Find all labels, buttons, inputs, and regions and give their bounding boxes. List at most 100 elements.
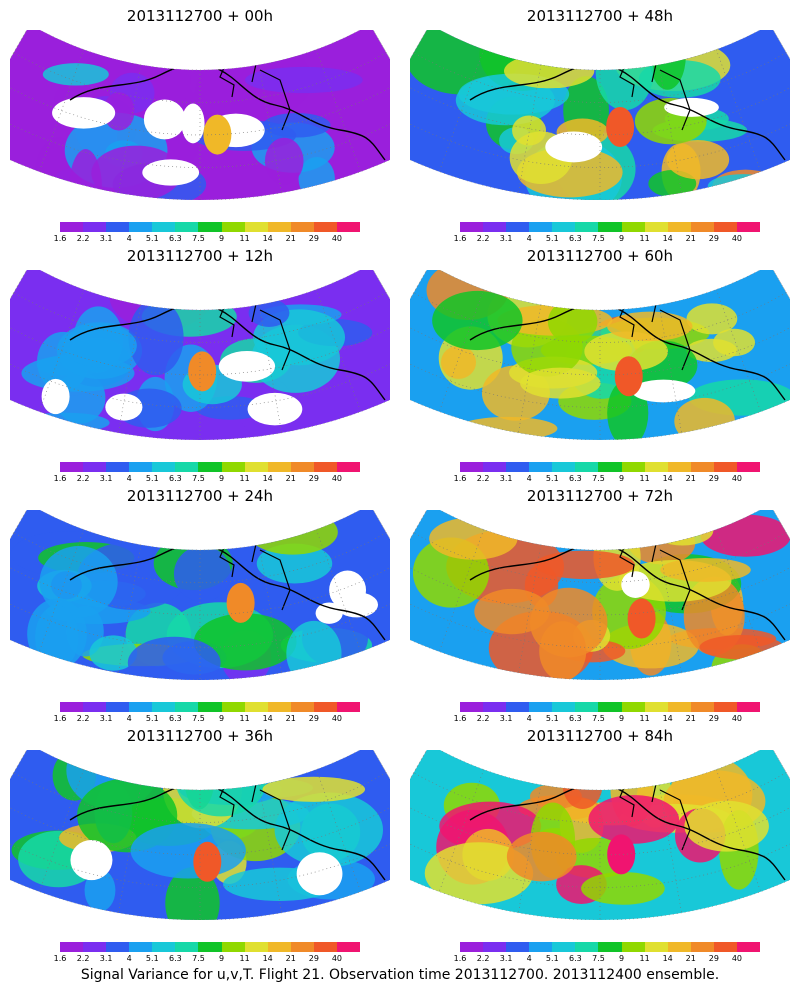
variance-blob xyxy=(595,33,654,111)
variance-map xyxy=(410,510,790,680)
variance-blob xyxy=(432,290,523,351)
colorbar-tick-label: 7.5 xyxy=(192,474,205,483)
colorbar-swatch xyxy=(506,222,530,232)
colorbar-tick-label: 4 xyxy=(126,954,132,963)
colorbar-swatch xyxy=(336,942,361,952)
no-data-area xyxy=(296,852,343,896)
meridian-line xyxy=(258,784,282,913)
colorbar-swatch xyxy=(460,942,484,952)
coastline xyxy=(469,782,786,881)
colorbar-swatch xyxy=(529,942,553,952)
colorbar-swatch xyxy=(221,942,245,952)
parallel-line xyxy=(410,843,790,888)
variance-blob xyxy=(248,299,290,327)
meridian-line xyxy=(658,304,682,433)
colorbar-swatch xyxy=(736,462,761,472)
meridian-line xyxy=(716,529,762,652)
meridian-line xyxy=(258,64,282,193)
meridian-line xyxy=(658,544,682,673)
meridian-line xyxy=(716,289,762,412)
variance-blob xyxy=(457,416,558,440)
variance-blob xyxy=(584,331,668,372)
no-data-area xyxy=(315,602,343,624)
no-data-area xyxy=(664,97,719,117)
variance-map xyxy=(10,30,390,200)
colorbar-tick-label: 2.2 xyxy=(76,954,90,963)
map-boundary xyxy=(410,510,790,680)
coastline xyxy=(469,62,786,161)
colorbar-swatch xyxy=(290,702,314,712)
meridian-line xyxy=(438,289,484,412)
meridian-line xyxy=(518,304,542,433)
variance-blob xyxy=(90,42,196,65)
colorbar-tick-label: 11 xyxy=(239,474,250,483)
colorbar-swatch xyxy=(713,942,737,952)
parallel-line xyxy=(10,603,390,648)
colorbar-swatch xyxy=(460,222,484,232)
meridian-line xyxy=(38,49,84,172)
colorbar-swatch xyxy=(713,222,737,232)
colorbar-swatch xyxy=(460,462,484,472)
colorbar: 1.6 2.2 3.1 4 5.1 6.3 7.5 9 11 14 21 29 40 xyxy=(454,942,770,970)
variance-peak xyxy=(203,114,232,155)
colorbar-tick-label: 1.6 xyxy=(53,954,67,963)
colorbar-tick-label: 7.5 xyxy=(592,474,605,483)
colorbar-swatch xyxy=(667,942,691,952)
meridian-line xyxy=(118,64,142,193)
colorbar-tick-label: 9 xyxy=(218,234,225,243)
colorbar-tick-label: 11 xyxy=(239,954,250,963)
variance-blob xyxy=(562,760,603,810)
variance-blob xyxy=(62,324,137,368)
panel-title: 2013112700 + 84h xyxy=(526,727,674,745)
colorbar-tick-label: 2.2 xyxy=(76,234,90,243)
colorbar-swatch xyxy=(713,702,737,712)
panel-title: 2013112700 + 72h xyxy=(526,487,674,505)
colorbar-swatch xyxy=(621,222,645,232)
colorbar-swatch xyxy=(83,702,107,712)
variance-blob xyxy=(175,750,267,817)
colorbar-swatch xyxy=(506,702,530,712)
colorbar-tick-label: 21 xyxy=(685,474,696,483)
colorbar-tick-label: 7.5 xyxy=(192,954,205,963)
no-data-area xyxy=(52,97,116,129)
variance-blob xyxy=(89,635,138,671)
colorbar-swatch xyxy=(221,222,245,232)
map-boundary xyxy=(410,270,790,440)
colorbar-tick-label: 1.6 xyxy=(53,474,67,483)
colorbar-tick-label: 5.1 xyxy=(545,234,559,243)
colorbar-tick-label: 7.5 xyxy=(192,714,205,723)
colorbar-swatch xyxy=(621,462,645,472)
colorbar-swatch xyxy=(106,222,130,232)
colorbar-tick-label: 11 xyxy=(639,714,650,723)
colorbar-tick-label: 40 xyxy=(731,954,743,963)
colorbar-tick-label: 14 xyxy=(262,234,273,243)
colorbar-swatch xyxy=(736,222,761,232)
meridian-line xyxy=(38,289,84,412)
coastline xyxy=(69,302,386,401)
meridian-line xyxy=(716,769,762,892)
colorbar-swatch xyxy=(60,222,84,232)
variance-map xyxy=(10,270,390,440)
no-data-area xyxy=(247,392,303,426)
colorbar-swatch xyxy=(736,702,761,712)
colorbar-tick-label: 6.3 xyxy=(569,474,582,483)
colorbar-swatch xyxy=(552,462,576,472)
colorbar-swatch xyxy=(621,942,645,952)
colorbar-tick-label: 29 xyxy=(708,474,719,483)
no-data-area xyxy=(142,159,200,186)
colorbar-tick-label: 29 xyxy=(708,714,719,723)
colorbar-tick-label: 1.6 xyxy=(453,474,467,483)
variance-blob xyxy=(651,515,714,546)
variance-blob xyxy=(686,303,738,335)
colorbar-swatch xyxy=(290,222,314,232)
colorbar-swatch xyxy=(60,942,84,952)
colorbar: 1.6 2.2 3.1 4 5.1 6.3 7.5 9 11 14 21 29 40 xyxy=(54,702,370,730)
parallel-line xyxy=(10,123,390,168)
colorbar-tick-label: 40 xyxy=(331,234,343,243)
colorbar-tick-label: 11 xyxy=(639,234,650,243)
variance-blob xyxy=(684,800,769,852)
colorbar-swatch xyxy=(552,702,576,712)
colorbar-tick-label: 11 xyxy=(639,954,650,963)
colorbar-swatch xyxy=(736,942,761,952)
colorbar-tick-label: 1.6 xyxy=(53,234,67,243)
